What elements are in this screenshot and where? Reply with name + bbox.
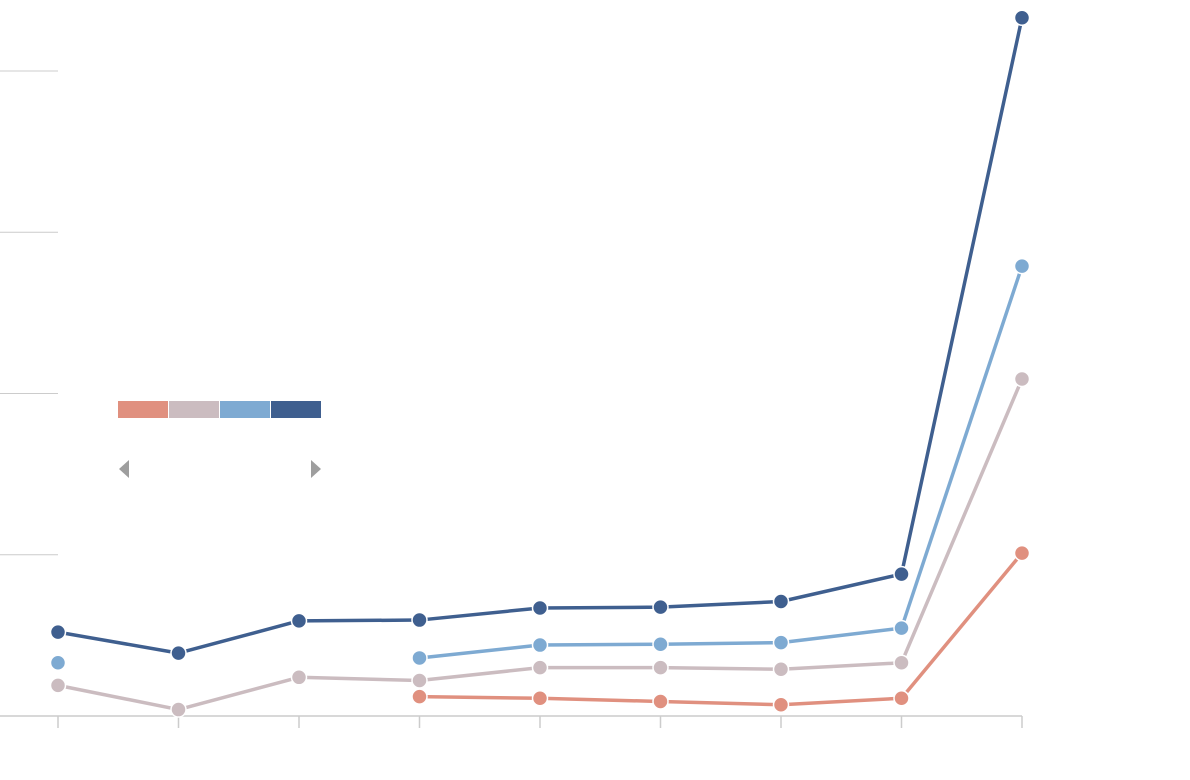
data-point xyxy=(1013,9,1031,27)
data-point xyxy=(531,659,549,676)
series-line xyxy=(419,552,1024,707)
data-point xyxy=(1013,370,1031,388)
data-point xyxy=(772,696,790,713)
data-point xyxy=(290,669,308,686)
data-point xyxy=(170,701,187,718)
legend-swatch xyxy=(118,401,168,418)
previous-arrow-icon[interactable] xyxy=(119,460,129,478)
data-point xyxy=(652,693,669,710)
data-point xyxy=(170,644,187,662)
data-point xyxy=(652,598,669,616)
data-point xyxy=(1013,257,1031,275)
series-points xyxy=(49,9,1031,718)
data-point xyxy=(411,611,428,629)
series-line xyxy=(419,265,1024,660)
data-point xyxy=(411,688,428,705)
data-point xyxy=(290,612,308,630)
x-axis-ticks xyxy=(57,716,1023,728)
data-point xyxy=(772,634,790,651)
data-point xyxy=(49,654,67,672)
data-point xyxy=(772,593,790,610)
data-point xyxy=(893,690,910,707)
data-point xyxy=(893,565,910,583)
legend-swatch xyxy=(169,401,219,418)
data-point xyxy=(1013,544,1031,562)
data-point xyxy=(49,677,67,694)
data-point xyxy=(411,649,428,667)
data-point xyxy=(531,636,549,654)
data-point xyxy=(531,690,549,707)
data-point xyxy=(652,635,669,653)
data-point xyxy=(411,672,428,689)
data-point xyxy=(893,619,910,637)
data-point xyxy=(49,623,67,641)
data-point xyxy=(531,599,549,617)
data-point xyxy=(652,659,669,676)
series-line xyxy=(57,17,1024,655)
legend-swatch xyxy=(271,401,321,418)
data-point xyxy=(772,660,790,678)
next-arrow-icon[interactable] xyxy=(311,460,321,478)
y-gridlines xyxy=(0,70,58,556)
data-point xyxy=(893,654,910,672)
legend-swatch xyxy=(220,401,270,418)
color-legend xyxy=(118,401,322,418)
